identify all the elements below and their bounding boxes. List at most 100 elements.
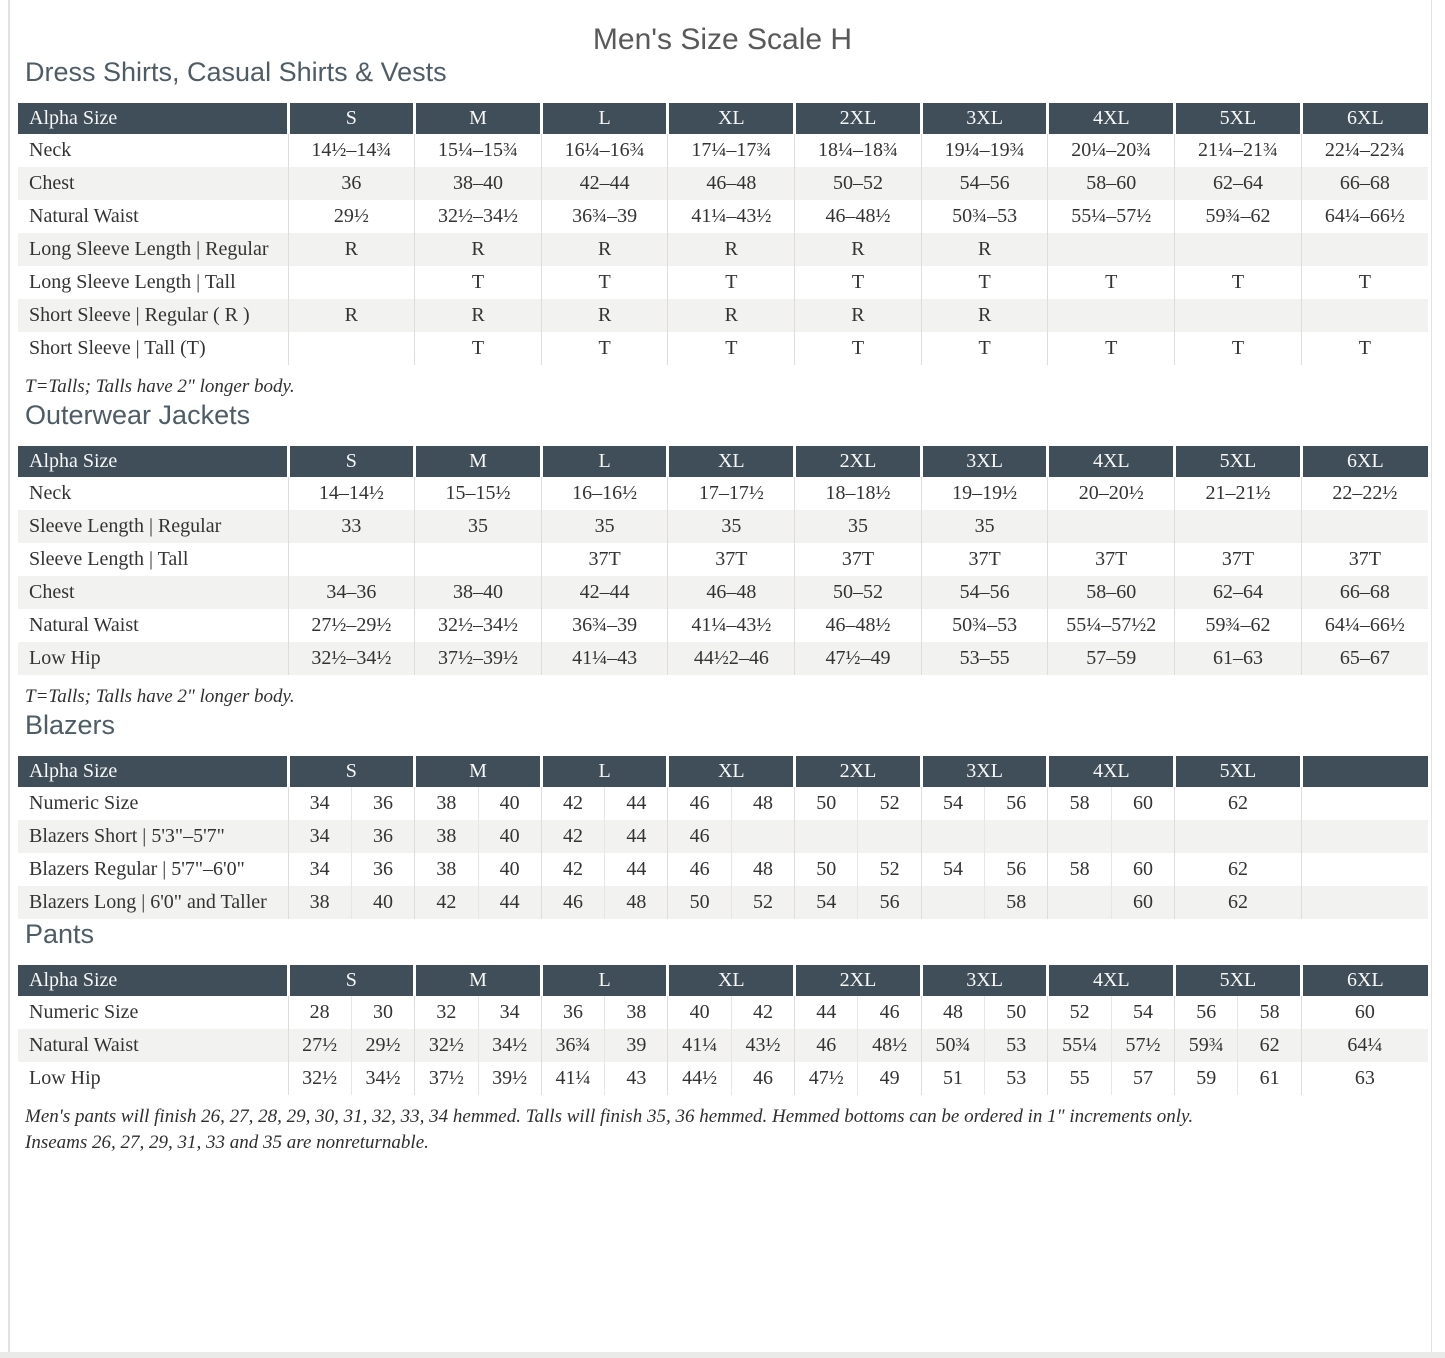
table-cell: 62–64 [1174, 576, 1302, 609]
row-label: Blazers Short | 5'3"–5'7" [18, 820, 289, 853]
table-cell: 32½ [414, 1029, 478, 1062]
table-cell: 40 [477, 820, 542, 853]
row-label: Neck [18, 477, 289, 510]
page-title: Men's Size Scale H [592, 23, 853, 56]
row-label: Chest [18, 576, 289, 609]
table-cell: 44 [604, 820, 668, 853]
table-cell: 20¼–20¾ [1047, 134, 1175, 167]
table-cell: 21–21½ [1174, 477, 1302, 510]
table-cell: 39 [604, 1029, 668, 1062]
table-cell: 18¼–18¾ [794, 134, 922, 167]
column-header-size: 3XL [919, 965, 1048, 996]
table-cell: R [794, 299, 922, 332]
table-row: Low Hip 32½ 34½ 37½ 39½ 41¼ 43 44½ 46 47½ 49 51 53 55… [18, 1062, 1428, 1095]
table-row: Chest 34–36 38–40 42–44 46–48 50–52 54–56 58–60… [18, 576, 1428, 609]
table-cell: R [667, 233, 795, 266]
table-cell: 60 [1110, 787, 1175, 820]
row-label: Long Sleeve Length | Tall [18, 266, 289, 299]
table-cell: 58 [1047, 787, 1112, 820]
column-header-size: 2XL [793, 756, 922, 787]
table-cell: 36 [540, 996, 605, 1029]
table-cell: 36 [287, 167, 415, 200]
table-cell: 27½–29½ [287, 609, 415, 642]
table-cell: 33 [287, 510, 415, 543]
table-cell: 52 [1047, 996, 1112, 1029]
table-cell: 40 [350, 886, 415, 919]
pants-footnote-line2: Inseams 26, 27, 29, 31, 33 and 35 are no… [25, 1132, 429, 1153]
column-header-alpha-size: Alpha Size [18, 103, 289, 134]
table-cell: 54–56 [920, 167, 1048, 200]
table-cell: T [540, 332, 668, 365]
table-cell: 48 [604, 886, 668, 919]
table-cell: R [287, 299, 415, 332]
table-cell: T [414, 332, 542, 365]
table-cell: 22¼–22¾ [1300, 134, 1428, 167]
table-cell: 63 [1300, 1062, 1428, 1095]
table-cell: 34–36 [287, 576, 415, 609]
table-cell: 48 [920, 996, 985, 1029]
column-header-size: S [286, 446, 415, 477]
table-cell: 37½ [414, 1062, 478, 1095]
table-cell: 47½ [794, 1062, 858, 1095]
table-row: Short Sleeve | Regular ( R ) R R R R R R [18, 299, 1428, 332]
table-cell: 34½ [477, 1029, 542, 1062]
table-cell: 54 [794, 886, 858, 919]
column-header-size: 6XL [1299, 965, 1428, 996]
table-cell: 56 [1174, 996, 1238, 1029]
table-cell: T [1174, 266, 1302, 299]
table-cell: 58 [1237, 996, 1302, 1029]
table-cell: 60 [1300, 996, 1428, 1029]
table-row: Long Sleeve Length | Tall T T T T T T T T [18, 266, 1428, 299]
table-cell: 38–40 [414, 167, 542, 200]
pants-table: Alpha Size S M L XL 2XL 3XL 4XL 5XL 6XL Numeric Si… [18, 965, 1428, 1095]
table-cell: 55¼ [1047, 1029, 1112, 1062]
row-label: Short Sleeve | Regular ( R ) [18, 299, 289, 332]
table-cell: 57½ [1110, 1029, 1175, 1062]
table-row: Blazers Regular | 5'7"–6'0" 34 36 38 40 42 44 4… [18, 853, 1428, 886]
column-header-size: 5XL [1173, 965, 1302, 996]
column-header-size: S [286, 103, 415, 134]
table-cell: 54 [920, 853, 985, 886]
table-cell: T [540, 266, 668, 299]
column-header-size: XL [666, 965, 795, 996]
table-cell: 38 [414, 787, 478, 820]
table-cell: 36 [350, 820, 415, 853]
table-cell: 50 [984, 996, 1048, 1029]
table-cell: 46 [857, 996, 922, 1029]
row-label: Numeric Size [18, 787, 289, 820]
column-header-size: M [413, 446, 542, 477]
table-cell [1300, 299, 1428, 332]
table-cell [287, 266, 415, 299]
table-cell: 60 [1110, 853, 1175, 886]
table-cell: 46–48 [667, 167, 795, 200]
table-cell: 58–60 [1047, 576, 1175, 609]
column-header-size: 2XL [793, 965, 922, 996]
table-row: Natural Waist 29½ 32½–34½ 36¾–39 41¼–43½ 46–4… [18, 200, 1428, 233]
table-cell: 46 [540, 886, 605, 919]
table-cell: 34 [287, 820, 352, 853]
table-cell: 55 [1047, 1062, 1112, 1095]
table-cell: 38 [414, 820, 478, 853]
table-cell: 32 [414, 996, 478, 1029]
table-cell: 40 [477, 787, 542, 820]
table-cell: 54 [920, 787, 985, 820]
table-cell: 65–67 [1300, 642, 1428, 675]
column-header-size: 3XL [919, 103, 1048, 134]
table-cell: 18–18½ [794, 477, 922, 510]
table-cell: R [414, 299, 542, 332]
table-cell: 50–52 [794, 576, 922, 609]
table-cell: 62 [1237, 1029, 1302, 1062]
table-cell: 46 [667, 820, 732, 853]
table-cell: 44½2–46 [667, 642, 795, 675]
table-cell: 19¼–19¾ [920, 134, 1048, 167]
column-header-size: L [539, 756, 668, 787]
table-cell: 29½ [287, 200, 415, 233]
table-cell: 66–68 [1300, 167, 1428, 200]
table-cell: 35 [540, 510, 668, 543]
table-row: Sleeve Length | Regular 33 35 35 35 35 35 [18, 510, 1428, 543]
table-cell: 50 [794, 853, 858, 886]
table-cell: 40 [667, 996, 732, 1029]
table-cell [287, 332, 415, 365]
table-cell: 37T [1300, 543, 1428, 576]
table-row: Long Sleeve Length | Regular R R R R R R [18, 233, 1428, 266]
